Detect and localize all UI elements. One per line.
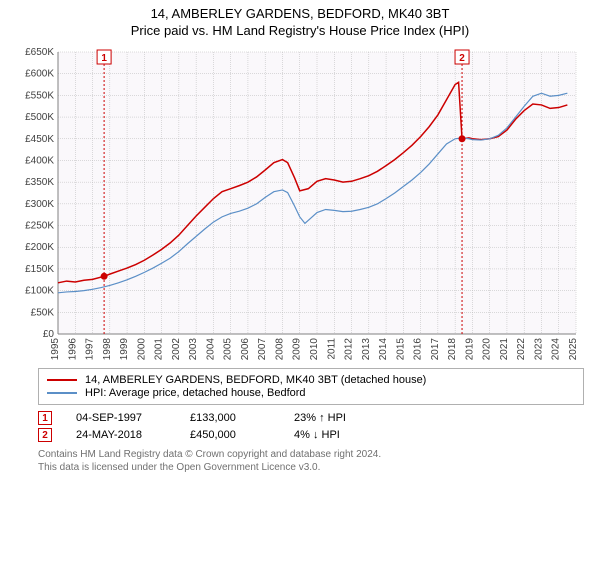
row-price: £450,000: [190, 429, 270, 441]
row-marker-icon: 2: [38, 428, 52, 442]
legend-item: HPI: Average price, detached house, Bedf…: [47, 387, 575, 399]
chart-plot-area: £0£50K£100K£150K£200K£250K£300K£350K£400…: [16, 44, 584, 364]
svg-text:2018: 2018: [447, 338, 458, 361]
footer-line: Contains HM Land Registry data © Crown c…: [38, 448, 584, 461]
svg-text:£400K: £400K: [25, 155, 54, 166]
svg-text:2005: 2005: [223, 338, 234, 361]
row-price: £133,000: [190, 412, 270, 424]
row-delta: 23% ↑ HPI: [294, 412, 346, 424]
row-date: 24-MAY-2018: [76, 429, 166, 441]
svg-text:1: 1: [101, 53, 107, 64]
svg-text:£150K: £150K: [25, 264, 54, 275]
svg-text:2021: 2021: [499, 338, 510, 361]
svg-text:£550K: £550K: [25, 90, 54, 101]
footer-line: This data is licensed under the Open Gov…: [38, 461, 584, 474]
row-marker-number: 1: [42, 413, 48, 424]
svg-text:2015: 2015: [395, 338, 406, 361]
svg-text:2013: 2013: [361, 338, 372, 361]
svg-text:£350K: £350K: [25, 177, 54, 188]
chart-container: 14, AMBERLEY GARDENS, BEDFORD, MK40 3BT …: [0, 6, 600, 566]
svg-text:2017: 2017: [430, 338, 441, 361]
svg-text:2001: 2001: [154, 338, 165, 361]
svg-text:2002: 2002: [171, 338, 182, 361]
svg-text:2006: 2006: [240, 338, 251, 361]
svg-text:£250K: £250K: [25, 221, 54, 232]
svg-text:2020: 2020: [482, 338, 493, 361]
footer-attribution: Contains HM Land Registry data © Crown c…: [38, 448, 584, 474]
svg-text:2025: 2025: [568, 338, 579, 361]
legend: 14, AMBERLEY GARDENS, BEDFORD, MK40 3BT …: [38, 368, 584, 405]
svg-text:£600K: £600K: [25, 69, 54, 80]
svg-text:2: 2: [459, 53, 465, 64]
svg-text:2007: 2007: [257, 338, 268, 361]
legend-label: HPI: Average price, detached house, Bedf…: [85, 387, 306, 399]
svg-text:2009: 2009: [292, 338, 303, 361]
svg-text:2011: 2011: [326, 338, 337, 360]
svg-text:2023: 2023: [533, 338, 544, 361]
svg-text:2008: 2008: [274, 338, 285, 361]
svg-text:1999: 1999: [119, 338, 130, 361]
svg-text:2004: 2004: [205, 338, 216, 361]
svg-text:2012: 2012: [344, 338, 355, 361]
svg-text:£300K: £300K: [25, 199, 54, 210]
chart-svg: £0£50K£100K£150K£200K£250K£300K£350K£400…: [16, 44, 584, 364]
svg-text:2000: 2000: [136, 338, 147, 361]
svg-text:2022: 2022: [516, 338, 527, 361]
svg-text:2003: 2003: [188, 338, 199, 361]
svg-text:2019: 2019: [464, 338, 475, 361]
row-marker-number: 2: [42, 430, 48, 441]
svg-text:1997: 1997: [85, 338, 96, 361]
table-row: 2 24-MAY-2018 £450,000 4% ↓ HPI: [38, 428, 584, 442]
svg-text:1996: 1996: [67, 338, 78, 361]
svg-text:£100K: £100K: [25, 286, 54, 297]
legend-swatch: [47, 392, 77, 394]
svg-text:1998: 1998: [102, 338, 113, 361]
row-date: 04-SEP-1997: [76, 412, 166, 424]
row-marker-icon: 1: [38, 411, 52, 425]
svg-text:£650K: £650K: [25, 47, 54, 58]
transactions-table: 1 04-SEP-1997 £133,000 23% ↑ HPI 2 24-MA…: [38, 411, 584, 442]
svg-text:£500K: £500K: [25, 112, 54, 123]
legend-swatch: [47, 379, 77, 381]
svg-text:£200K: £200K: [25, 242, 54, 253]
table-row: 1 04-SEP-1997 £133,000 23% ↑ HPI: [38, 411, 584, 425]
chart-subtitle: Price paid vs. HM Land Registry's House …: [0, 23, 600, 38]
svg-text:£450K: £450K: [25, 134, 54, 145]
row-delta: 4% ↓ HPI: [294, 429, 340, 441]
svg-text:2014: 2014: [378, 338, 389, 361]
svg-text:2016: 2016: [413, 338, 424, 361]
svg-text:£50K: £50K: [31, 307, 55, 318]
chart-title: 14, AMBERLEY GARDENS, BEDFORD, MK40 3BT: [0, 6, 600, 21]
svg-text:2024: 2024: [551, 338, 562, 361]
legend-item: 14, AMBERLEY GARDENS, BEDFORD, MK40 3BT …: [47, 374, 575, 386]
legend-label: 14, AMBERLEY GARDENS, BEDFORD, MK40 3BT …: [85, 374, 426, 386]
svg-text:2010: 2010: [309, 338, 320, 361]
svg-text:1995: 1995: [50, 338, 61, 361]
